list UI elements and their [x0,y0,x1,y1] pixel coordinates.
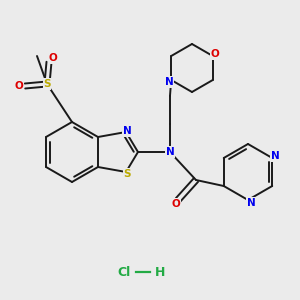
Text: H: H [155,266,165,278]
Text: O: O [210,49,219,59]
Text: N: N [247,198,255,208]
Text: S: S [123,169,131,179]
Text: N: N [165,77,174,87]
Text: Cl: Cl [117,266,130,278]
Text: O: O [15,81,23,91]
Text: O: O [172,199,180,209]
Text: N: N [123,126,131,136]
Text: O: O [49,53,57,63]
Text: N: N [166,147,174,157]
Text: N: N [271,151,280,161]
Text: S: S [43,79,51,89]
